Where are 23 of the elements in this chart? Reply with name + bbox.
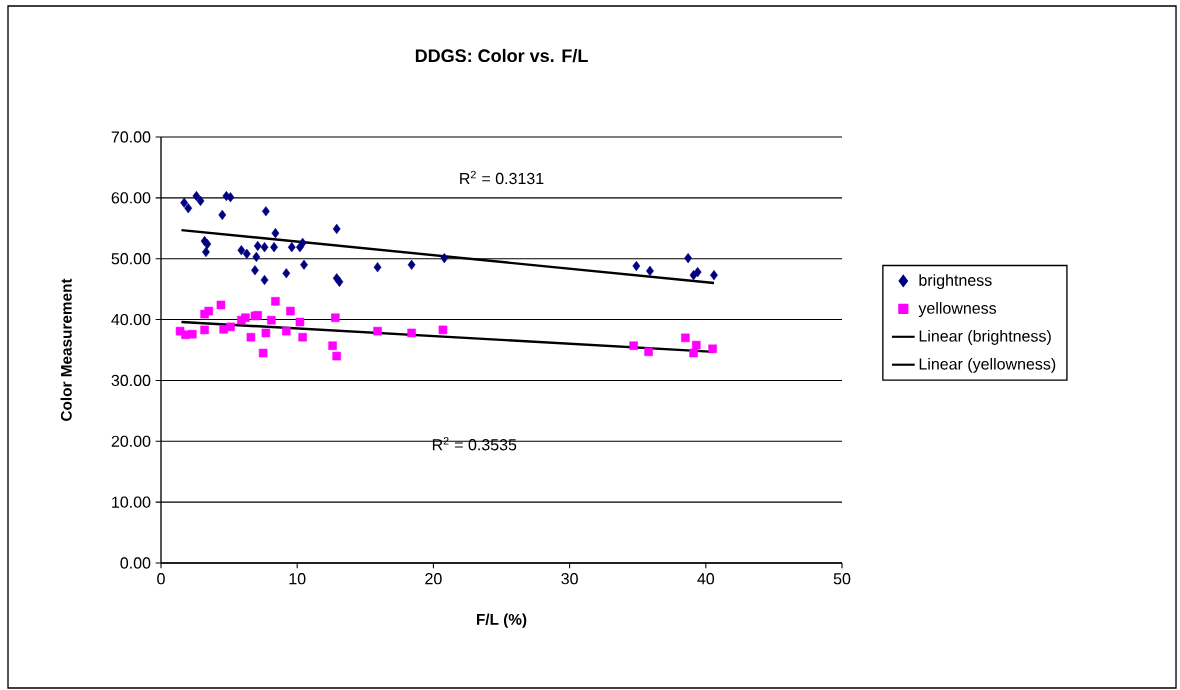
x-tick-label: 20 [425,573,442,585]
y-tick-label: 10.00 [112,496,151,508]
x-axis-title: F/L (%) [476,613,527,628]
legend-label: brightness [919,274,992,290]
y-tick-label: 70.00 [111,131,151,143]
legend-label: Linear (yellowness) [919,357,1056,373]
y-tick-label: 50.00 [111,253,151,265]
y-tick-label: 0.00 [120,557,151,569]
y-tick-label: 20.00 [111,435,151,447]
y-axis-title: Color Measurement [60,278,72,421]
legend-label: yellowness [918,302,997,317]
annotation: R$^{2}$ = 0.3131 [460,170,544,185]
x-tick-label: 50 [833,573,851,585]
x-tick-label: 0 [157,573,165,585]
x-tick-label: 30 [561,573,578,585]
legend-label: Linear (brightness) [919,330,1051,345]
y-tick-label: 60.00 [111,192,151,204]
x-tick-label: 10 [289,573,306,585]
y-tick-label: 30.00 [111,374,151,387]
y-tick-label: 40.00 [111,313,151,326]
chart-title: DDGS: Color vs. F/L [415,48,588,63]
annotation: R$^{2}$ = 0.3535 [432,437,517,451]
x-tick-label: 40 [697,573,715,585]
